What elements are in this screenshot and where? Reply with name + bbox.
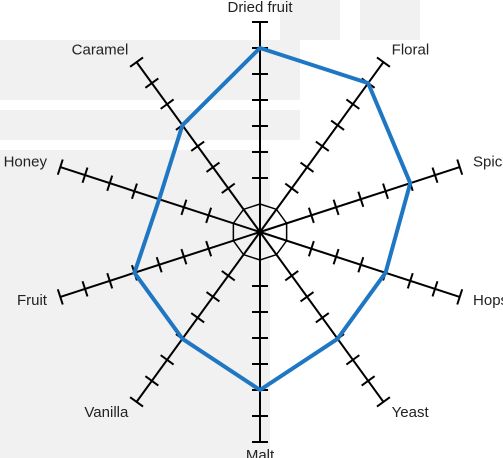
tick-mark (316, 142, 329, 151)
axis-label: Caramel (72, 42, 129, 59)
tick-mark (191, 142, 204, 151)
tick-mark (301, 163, 314, 172)
axis-label: Fruit (17, 292, 48, 309)
tick-mark (301, 292, 314, 301)
tick-mark (377, 397, 390, 406)
axis-label: Floral (392, 42, 430, 59)
axis-label: Hops (473, 292, 503, 309)
chart: Dried fruit Floral Spice Hops Yeast Malt Vanil… (0, 0, 503, 458)
tick-mark (316, 313, 329, 322)
background-watermark (0, 0, 420, 458)
tick-mark (285, 184, 298, 193)
tick-mark (346, 99, 359, 108)
axis-label: Honey (4, 154, 48, 171)
tick-mark (161, 99, 174, 108)
tick-mark (362, 376, 375, 385)
tick-mark (377, 57, 390, 66)
axis-label: Malt (246, 447, 275, 458)
axis-label: Vanilla (84, 404, 129, 421)
tick-mark (331, 121, 344, 130)
axis-label: Dried fruit (227, 0, 293, 16)
axis-label: Yeast (392, 404, 430, 421)
page: {"chart_data": {"type": "radar", "catego… (0, 0, 503, 458)
axis-label: Spice (473, 154, 503, 171)
tick-mark (285, 271, 298, 280)
axis-line (260, 167, 460, 232)
tick-mark (346, 355, 359, 364)
